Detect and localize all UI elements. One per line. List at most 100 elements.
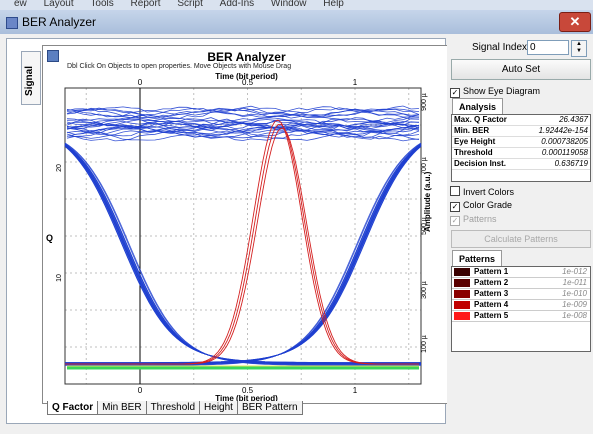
analysis-key: Decision Inst.	[454, 159, 507, 168]
tab-q-factor[interactable]: Q Factor	[47, 401, 99, 415]
analysis-row: Eye Height 0.000738205	[452, 137, 590, 148]
analysis-row: Decision Inst. 0.636719	[452, 159, 590, 170]
eye-trace-rising	[65, 142, 422, 366]
window-title: BER Analyzer	[22, 15, 97, 29]
eye-trace-falling	[64, 143, 421, 365]
menu-item-report[interactable]: Report	[130, 0, 161, 9]
eye-trace-high	[66, 130, 420, 141]
left-tick-label: 10	[56, 274, 63, 282]
signal-index-spinner[interactable]: ▲ ▼	[571, 40, 587, 57]
eye-trace-falling	[64, 143, 421, 365]
pattern-row[interactable]: Pattern 4 1e-009	[452, 300, 590, 311]
eye-trace-high	[66, 107, 420, 120]
q-factor-curve	[65, 119, 419, 365]
show-eye-checkbox[interactable]: ✓ Show Eye Diagram	[450, 86, 540, 98]
signal-index-input[interactable]: 0	[527, 40, 569, 55]
checkbox-checked-icon: ✓	[450, 88, 460, 98]
eye-trace-rising	[65, 143, 422, 365]
right-tick-label: 100 µ	[421, 335, 428, 353]
analysis-row: Max. Q Factor 26.4367	[452, 115, 590, 126]
eye-trace-rising	[65, 145, 422, 364]
top-tick-label: 1	[353, 78, 358, 87]
window-titlebar: BER Analyzer ✕	[0, 10, 593, 34]
tab-threshold[interactable]: Threshold	[145, 401, 201, 415]
color-grade-checkbox[interactable]: ✓ Color Grade	[450, 200, 512, 212]
pattern-value: 1e-008	[562, 311, 587, 320]
menu-item-layout[interactable]: Layout	[43, 0, 74, 9]
color-grade-label: Color Grade	[463, 200, 513, 210]
eye-trace-rising	[65, 142, 422, 366]
plot-tab-strip: Q Factor Min BER Threshold Height BER Patter…	[47, 401, 303, 417]
tab-height[interactable]: Height	[199, 401, 238, 415]
tab-signal-label: Signal	[24, 65, 35, 96]
eye-trace-rising	[65, 144, 422, 364]
auto-set-button[interactable]: Auto Set	[451, 59, 591, 80]
tab-patterns[interactable]: Patterns	[452, 250, 503, 267]
analysis-row: Threshold 0.000119058	[452, 148, 590, 159]
eye-trace-falling	[64, 145, 421, 363]
menu-item-view[interactable]: ew	[14, 0, 27, 9]
right-tick-label: 500 µ	[421, 217, 428, 235]
menu-item-script[interactable]: Script	[177, 0, 203, 9]
tab-min-ber[interactable]: Min BER	[97, 401, 147, 415]
plot-window-icon	[47, 50, 59, 62]
q-factor-line	[65, 119, 419, 365]
grid	[65, 88, 421, 384]
analysis-key: Min. BER	[454, 126, 490, 135]
patterns-table: Pattern 1 1e-012 Pattern 2 1e-011 Pattern …	[451, 266, 591, 352]
pattern-value: 1e-009	[562, 300, 587, 309]
eye-trace-high	[66, 122, 420, 134]
pattern-row[interactable]: Pattern 5 1e-008	[452, 311, 590, 322]
analysis-key: Max. Q Factor	[454, 115, 507, 124]
eye-trace-rising	[65, 144, 422, 365]
pattern-color-swatch	[454, 301, 470, 309]
eye-trace-rising	[65, 144, 422, 365]
bottom-tick-label: 0.5	[242, 386, 254, 395]
menu-item-addins[interactable]: Add-Ins	[219, 0, 255, 9]
analysis-value: 0.000119058	[541, 148, 588, 157]
q-factor-line	[65, 127, 419, 365]
close-button[interactable]: ✕	[559, 12, 591, 32]
pattern-color-swatch	[454, 290, 470, 298]
eye-trace-high	[66, 107, 419, 119]
invert-colors-checkbox[interactable]: Invert Colors	[450, 186, 514, 197]
axes	[64, 87, 422, 385]
eye-trace-falling	[64, 144, 421, 365]
eye-trace-falling	[64, 144, 421, 365]
eye-trace-rising	[65, 145, 422, 364]
show-eye-label: Show Eye Diagram	[463, 86, 541, 96]
y-axis-label: Q	[46, 233, 54, 243]
menu-item-tools[interactable]: Tools	[90, 0, 114, 9]
eye-trace-falling	[64, 145, 421, 364]
eye-trace-high	[66, 127, 420, 139]
pattern-row[interactable]: Pattern 2 1e-011	[452, 278, 590, 289]
eye-trace-rising	[65, 143, 422, 365]
patterns-checkbox-label: Patterns	[463, 214, 497, 224]
analysis-value: 0.000738205	[541, 137, 588, 146]
q-factor-line	[65, 123, 419, 365]
eye-diagram-plot[interactable]: BER Analyzer Dbl Click On Objects to ope…	[42, 45, 451, 404]
eye-trace-falling	[64, 143, 421, 365]
menu-item-help[interactable]: Help	[323, 0, 344, 9]
pattern-value: 1e-010	[562, 289, 587, 298]
tab-signal[interactable]: Signal	[21, 51, 41, 105]
bottom-tick-label: 1	[353, 386, 358, 395]
tab-ber-pattern[interactable]: BER Pattern	[236, 401, 303, 415]
eye-trace-rising	[65, 144, 422, 364]
eye-trace-falling	[64, 145, 421, 364]
menu-item-window[interactable]: Window	[270, 0, 307, 9]
calculate-patterns-button: Calculate Patterns	[451, 230, 591, 248]
pattern-name: Pattern 5	[474, 311, 509, 320]
eye-trace-high	[66, 105, 420, 117]
pattern-name: Pattern 4	[474, 300, 509, 309]
pattern-row[interactable]: Pattern 1 1e-012	[452, 267, 590, 278]
eye-trace-rising	[65, 145, 422, 364]
window-body: Signal BER Analyzer Dbl Click On Objects…	[0, 34, 593, 434]
analysis-value: 1.92442e-154	[538, 126, 588, 135]
tab-analysis[interactable]: Analysis	[452, 98, 504, 115]
analysis-value: 0.636719	[554, 159, 588, 168]
eye-trace-falling	[64, 144, 421, 364]
pattern-row[interactable]: Pattern 3 1e-010	[452, 289, 590, 300]
